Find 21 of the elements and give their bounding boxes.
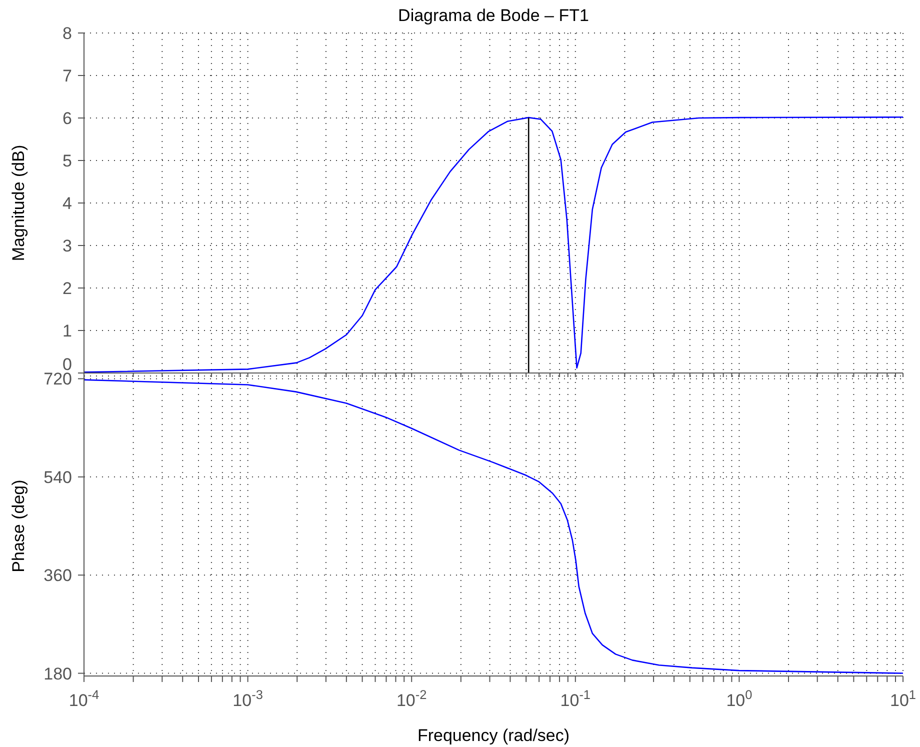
y-tick-label: 6 — [62, 109, 72, 128]
x-tick-label: 10$^{0}$ — [726, 686, 752, 710]
y-tick-label: 5 — [62, 152, 72, 170]
y-tick-label: 3 — [62, 236, 72, 256]
y-tick-label: 180 — [44, 664, 72, 684]
y-tick-label: 2 — [62, 279, 72, 298]
y-tick-label: 8 — [62, 24, 72, 43]
chart-title: Diagrama de Bode – FT1 — [397, 6, 590, 26]
x-axis-title: Frequency (rad/sec) — [417, 726, 570, 745]
x-tick-label: 10$^{-4}$ — [68, 686, 100, 710]
y-axis-title: Phase (deg) — [9, 480, 28, 572]
y-tick-label: 7 — [62, 66, 72, 86]
x-tick-label: 10$^{-1}$ — [560, 686, 591, 710]
x-tick-label: 10$^{-3}$ — [232, 686, 263, 710]
x-tick-label: 10$^{-2}$ — [396, 686, 427, 710]
y-tick-label: 540 — [44, 468, 72, 487]
y-tick-label: 1 — [62, 322, 72, 340]
y-axis-title: Magnitude (dB) — [9, 144, 28, 262]
y-tick-label: 360 — [44, 566, 72, 586]
y-tick-label: 4 — [62, 194, 72, 213]
x-tick-label: 10$^{1}$ — [890, 686, 916, 710]
